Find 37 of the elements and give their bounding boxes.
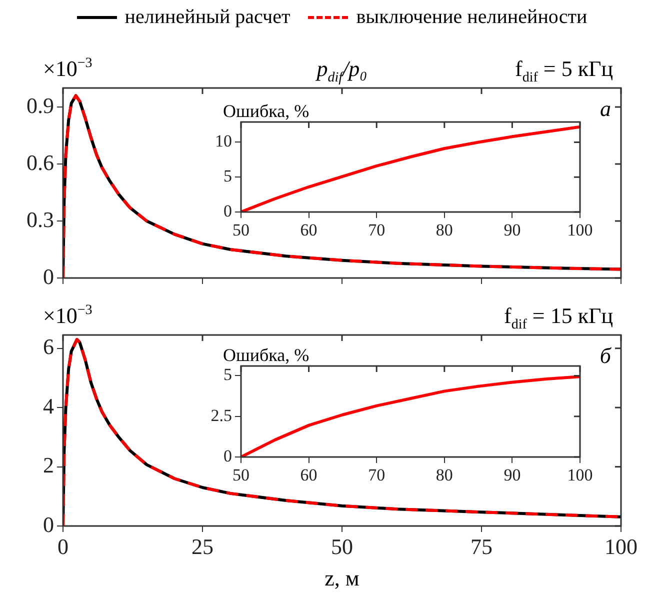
- x-tick-label: 50: [331, 534, 353, 559]
- x-tick-label: 50: [232, 220, 250, 240]
- x-axis-title: z, м: [324, 566, 360, 591]
- x-tick-label: 90: [504, 466, 521, 485]
- x-tick-label: 80: [436, 466, 453, 485]
- legend-label: выключение нелинейности: [356, 6, 588, 29]
- x-tick-label: 70: [368, 466, 386, 485]
- y-tick-label: 0: [43, 264, 54, 289]
- y-tick-label: 2.5: [210, 406, 232, 425]
- y-tick-label: 2: [43, 452, 54, 478]
- y-tick-label: 4: [43, 393, 54, 418]
- annotation: а: [600, 96, 611, 121]
- x-tick-label: 50: [232, 466, 250, 485]
- x-tick-label: 60: [300, 220, 318, 240]
- x-tick-label: 100: [567, 220, 593, 240]
- annotation: б: [600, 343, 612, 368]
- x-tick-label: 75: [470, 534, 492, 559]
- x-tick-label: 90: [504, 220, 521, 240]
- y-tick-label: 0.3: [26, 206, 54, 232]
- x-tick-label: 70: [368, 220, 386, 240]
- y-tick-label: 10: [215, 132, 232, 151]
- chart-title: Ошибка, %: [223, 345, 310, 365]
- y-tick-label: 0: [224, 446, 232, 466]
- legend-label: нелинейный расчет: [124, 6, 290, 29]
- y-tick-label: 0.6: [26, 150, 54, 175]
- y-tick-label: 6: [43, 334, 54, 360]
- x-tick-label: 80: [436, 220, 453, 240]
- y-tick-label: 5: [224, 166, 232, 186]
- y-tick-label: 0: [224, 201, 232, 220]
- x-tick-label: 25: [192, 534, 214, 559]
- x-tick-label: 100: [567, 466, 593, 485]
- y-tick-label: 5: [224, 365, 232, 384]
- x-tick-label: 100: [604, 534, 638, 559]
- y-tick-label: 0: [43, 512, 54, 537]
- chart-title: Ошибка, %: [223, 101, 310, 121]
- x-tick-label: 60: [300, 466, 318, 485]
- y-tick-label: 0.9: [26, 92, 54, 118]
